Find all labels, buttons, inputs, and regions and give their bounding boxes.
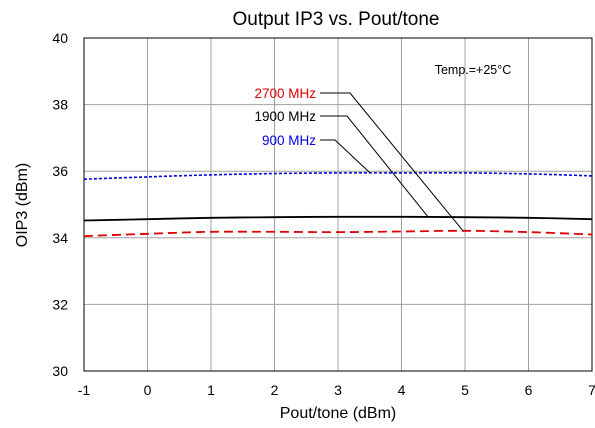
series-label-1900-mhz: 1900 MHz	[254, 109, 316, 124]
x-tick-label: 6	[525, 382, 533, 398]
x-tick-label: 5	[461, 382, 469, 398]
y-tick-label: 38	[52, 97, 68, 113]
x-tick-label: 4	[398, 382, 406, 398]
series-leader-line	[320, 139, 371, 174]
x-tick-label: -1	[78, 382, 91, 398]
series-label-2700-mhz: 2700 MHz	[254, 86, 316, 101]
series-line-2700-mhz	[83, 229, 593, 237]
series-line-1900-mhz	[83, 215, 593, 222]
x-tick-label: 2	[271, 382, 279, 398]
series-leader-line	[320, 92, 464, 232]
grid	[84, 38, 592, 371]
x-tick-label: 1	[207, 382, 215, 398]
series-leader-line	[320, 115, 429, 218]
y-axis-title: OIP3 (dBm)	[14, 163, 31, 247]
x-tick-label: 0	[144, 382, 152, 398]
y-tick-label: 40	[52, 30, 68, 46]
series-layer	[83, 172, 593, 237]
plot-frame	[83, 37, 593, 372]
y-axis-ticks: 30 32 34 36 38 40	[52, 30, 68, 379]
y-tick-label: 36	[52, 163, 68, 179]
temperature-note: Temp.=+25°C	[435, 63, 512, 77]
y-tick-label: 32	[52, 296, 68, 312]
series-line-900-mhz	[83, 172, 593, 180]
chart-title: Output IP3 vs. Pout/tone	[232, 9, 439, 30]
series-label-900-mhz: 900 MHz	[262, 133, 316, 148]
x-axis-ticks: -1 0 1 2 3 4 5 6 7	[78, 382, 595, 398]
x-tick-label: 7	[588, 382, 595, 398]
x-tick-label: 3	[334, 382, 342, 398]
y-tick-label: 30	[52, 363, 68, 379]
x-axis-title: Pout/tone (dBm)	[280, 405, 397, 422]
legend-layer: 2700 MHz 1900 MHz 900 MHz	[254, 86, 464, 232]
y-tick-label: 34	[52, 230, 68, 246]
